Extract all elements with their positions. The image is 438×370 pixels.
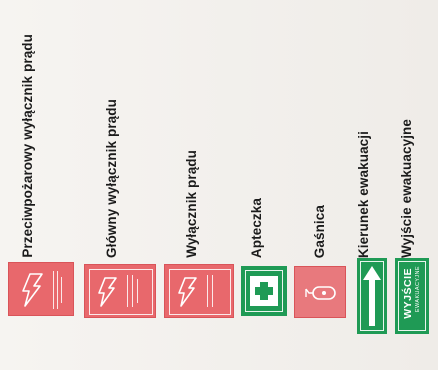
exit-inner-border — [398, 261, 426, 331]
lightning-bolt-icon — [98, 277, 117, 307]
arrow-up-icon — [363, 266, 381, 326]
sign-fine-print — [53, 271, 54, 309]
sign-fine-print — [137, 279, 138, 303]
main-power-switch-sign-icon — [84, 264, 156, 318]
cross-icon — [260, 282, 268, 300]
first-aid-kit-sign-icon — [241, 266, 287, 316]
lightning-bolt-icon — [22, 273, 43, 307]
power-switch-sign-icon — [164, 264, 234, 318]
sign-inner-border — [89, 269, 153, 315]
label-first-aid-kit: Apteczka — [249, 197, 264, 258]
label-main-power-switch: Główny wyłącznik prądu — [104, 99, 119, 258]
label-evacuation-direction: Kierunek ewakuacji — [356, 130, 371, 258]
fire-extinguisher-sign-icon — [294, 266, 346, 318]
label-fire-power-switch: Przeciwpożarowy wyłącznik prądu — [20, 34, 35, 258]
fire-power-switch-sign-icon — [8, 262, 74, 316]
exit-sign-sub-text: EWAKUACYJNE — [415, 266, 421, 313]
sign-fine-print — [57, 271, 58, 309]
sign-fine-print — [61, 277, 62, 303]
sign-fine-print — [207, 275, 208, 307]
first-aid-inner-border — [245, 270, 283, 312]
emergency-exit-sign-icon: WYJŚCIE EWAKUACYJNE — [395, 258, 429, 334]
label-emergency-exit: Wyjście ewakuacyjne — [399, 119, 414, 258]
lightning-bolt-icon — [178, 277, 197, 307]
label-power-switch: Wyłącznik prądu — [184, 150, 199, 258]
sign-fine-print — [132, 275, 133, 307]
label-fire-extinguisher: Gaśnica — [312, 204, 327, 258]
arrow-inner-border — [360, 261, 384, 331]
sign-fine-print — [212, 275, 213, 307]
sign-fine-print — [127, 275, 128, 307]
sign-inner-border — [169, 269, 231, 315]
evacuation-direction-sign-icon — [357, 258, 387, 334]
fire-extinguisher-icon — [305, 286, 336, 300]
exit-sign-main-text: WYJŚCIE — [402, 268, 414, 319]
